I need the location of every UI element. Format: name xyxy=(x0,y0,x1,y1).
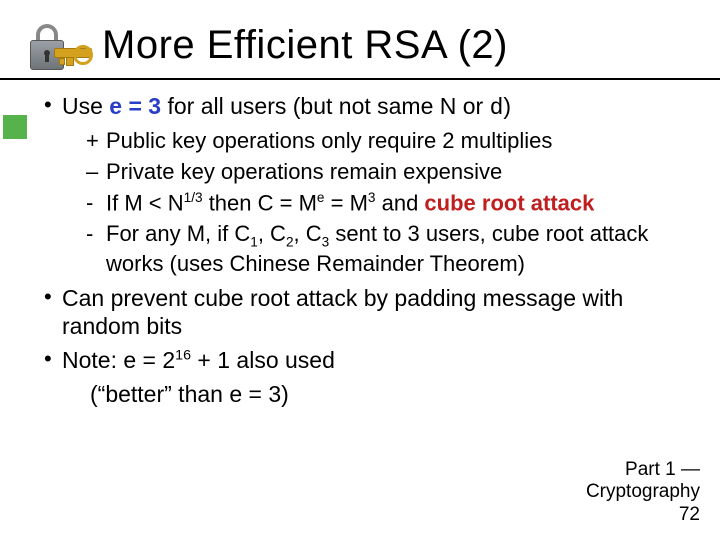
slide-footer: Part 1 — Cryptography 72 xyxy=(586,459,700,526)
s4b: , C xyxy=(258,221,286,246)
b1-pre: Use xyxy=(62,93,109,119)
bullet-3: Note: e = 216 + 1 also used xyxy=(44,346,686,374)
b3a: Note: e = 2 xyxy=(62,347,175,373)
b1-post-b: ) xyxy=(503,93,511,119)
slide-content: Use e = 3 for all users (but not same N … xyxy=(34,92,686,408)
b1-sub-4: For any M, if C1, C2, C3 sent to 3 users… xyxy=(86,221,686,278)
s3ee: e xyxy=(317,190,325,205)
footer-page: 72 xyxy=(586,504,700,526)
s4c: , C xyxy=(294,221,322,246)
s4s2: 2 xyxy=(286,234,294,249)
lock-key-icon xyxy=(28,20,88,72)
b1-sub-2: Private key operations remain expensive xyxy=(86,159,686,186)
bullet-1-sublist: Public key operations only require 2 mul… xyxy=(62,128,686,278)
bullet-list: Use e = 3 for all users (but not same N … xyxy=(34,92,686,374)
s3a: If M < N xyxy=(106,190,184,215)
b1-d: d xyxy=(490,95,504,121)
b1-sub-3: If M < N1/3 then C = Me = M3 and cube ro… xyxy=(86,190,686,217)
s3c: = M xyxy=(325,190,368,215)
bullet-2: Can prevent cube root attack by padding … xyxy=(44,284,686,340)
b1-highlight: e = 3 xyxy=(109,93,161,119)
b3e: 16 xyxy=(175,347,191,363)
title-rule xyxy=(0,78,720,80)
s4a: For any M, if C xyxy=(106,221,250,246)
s4s1: 1 xyxy=(250,234,258,249)
s3hl: cube root attack xyxy=(424,190,594,215)
footer-topic: Cryptography xyxy=(586,481,700,503)
b3b: + 1 also used xyxy=(191,347,335,373)
b1-post-a: for all users (but not same N or xyxy=(161,93,490,119)
b1-sub-1: Public key operations only require 2 mul… xyxy=(86,128,686,155)
bullet-1: Use e = 3 for all users (but not same N … xyxy=(44,92,686,278)
s3d: and xyxy=(375,190,424,215)
green-tab xyxy=(3,115,27,139)
slide: More Efficient RSA (2) Use e = 3 for all… xyxy=(0,0,720,540)
s3e1: 1/3 xyxy=(184,190,203,205)
title-row: More Efficient RSA (2) xyxy=(34,18,686,72)
s3b: then C = M xyxy=(203,190,317,215)
footer-part: Part 1 — xyxy=(586,459,700,481)
slide-title: More Efficient RSA (2) xyxy=(102,23,508,68)
bullet-3-note: (“better” than e = 3) xyxy=(34,380,686,408)
